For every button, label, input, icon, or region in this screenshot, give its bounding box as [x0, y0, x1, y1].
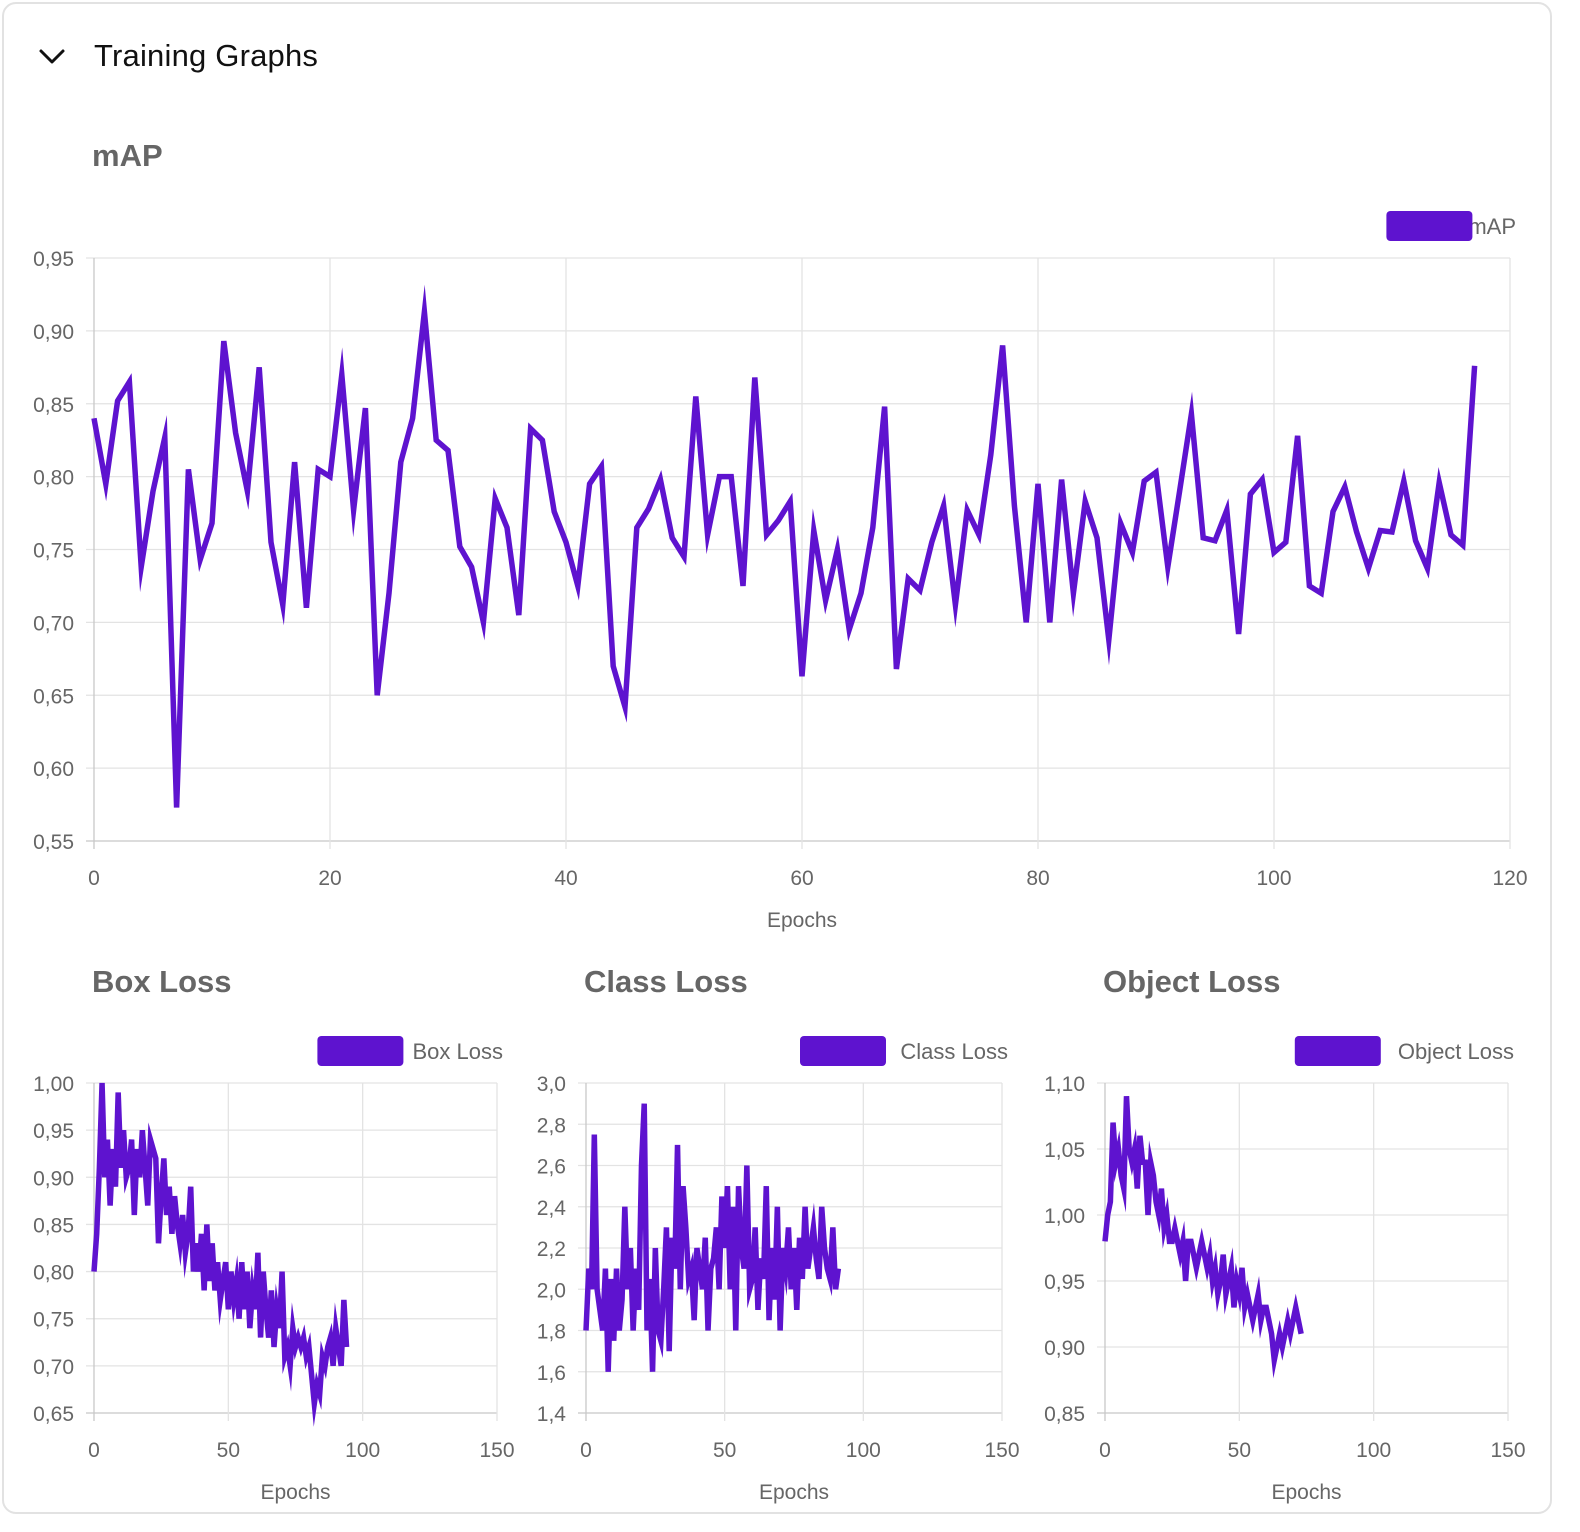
map-x-tick-label: 60: [790, 867, 813, 890]
class-loss-series-line: [583, 1103, 842, 1372]
map-y-tick-label: 0,90: [33, 321, 74, 344]
box-loss-y-tick-label: 0,95: [33, 1120, 74, 1143]
box-loss-x-tick-label: 0: [88, 1439, 100, 1462]
object-loss-chart-title: Object Loss: [1103, 964, 1281, 999]
box-loss-x-tick-label: 150: [479, 1439, 514, 1462]
object-loss-x-tick-label: 100: [1356, 1439, 1391, 1462]
class-loss-y-tick-label: 1,4: [537, 1403, 567, 1426]
map-y-tick-label: 0,75: [33, 540, 74, 563]
map-y-tick-label: 0,60: [33, 758, 74, 781]
section-title: Training Graphs: [94, 38, 319, 73]
class-loss-y-tick-label: 2,0: [537, 1279, 566, 1302]
box-loss-legend-swatch: [317, 1036, 404, 1066]
map-chart: 0,55 0,60 0,65 0,70 0,75 0,80 0,85 0,90 0,95 0 20 4…: [33, 211, 1528, 1504]
object-loss-y-tick-label: 0,85: [1044, 1403, 1085, 1426]
map-y-tick-label: 0,95: [33, 248, 74, 271]
class-loss-legend-label: Class Loss: [900, 1039, 1008, 1064]
object-loss-y-tick-label: 1,05: [1044, 1139, 1085, 1162]
object-loss-legend-label: Object Loss: [1398, 1039, 1514, 1064]
map-x-tick-label: 20: [318, 867, 341, 890]
object-loss-y-tick-label: 1,00: [1044, 1205, 1085, 1228]
map-x-tick-label: 40: [554, 867, 577, 890]
map-legend-label: mAP: [1468, 214, 1516, 239]
map-x-axis-label: Epochs: [767, 909, 837, 932]
class-loss-x-tick-label: 100: [846, 1439, 881, 1462]
object-loss-x-tick-label: 50: [1228, 1439, 1251, 1462]
class-loss-x-tick-label: 150: [984, 1439, 1019, 1462]
training-graphs-panel: Training Graphs mAP 0,55 0,60 0,65 0,70 0,75…: [2, 2, 1552, 1514]
class-loss-legend-swatch: [800, 1036, 886, 1066]
map-y-tick-label: 0,85: [33, 394, 74, 417]
box-loss-chart-title: Box Loss: [92, 964, 232, 999]
box-loss-y-tick-label: 0,80: [33, 1262, 74, 1285]
object-loss-x-axis-label: Epochs: [1271, 1481, 1341, 1504]
map-series-line: [91, 284, 1478, 808]
training-graphs-toggle[interactable]: Training Graphs: [34, 34, 318, 78]
box-loss-series-line: [91, 1082, 350, 1427]
object-loss-x-tick-label: 150: [1490, 1439, 1525, 1462]
box-loss-legend-label: Box Loss: [413, 1039, 504, 1064]
map-legend-swatch: [1386, 211, 1473, 241]
box-loss-y-tick-label: 0,65: [33, 1403, 74, 1426]
map-x-tick-label: 0: [88, 867, 100, 890]
class-loss-y-tick-label: 3,0: [537, 1073, 566, 1096]
box-loss-y-tick-label: 0,75: [33, 1309, 74, 1332]
map-y-tick-label: 0,55: [33, 831, 74, 854]
class-loss-x-axis-label: Epochs: [759, 1481, 829, 1504]
box-loss-x-tick-label: 100: [345, 1439, 380, 1462]
box-loss-y-tick-label: 0,85: [33, 1214, 74, 1237]
object-loss-legend-swatch: [1294, 1036, 1381, 1066]
map-x-tick-label: 100: [1256, 867, 1291, 890]
class-loss-chart-title: Class Loss: [584, 964, 748, 999]
map-y-tick-label: 0,65: [33, 685, 74, 708]
object-loss-y-tick-label: 0,95: [1044, 1271, 1085, 1294]
box-loss-y-tick-label: 0,70: [33, 1356, 74, 1379]
chevron-down-icon[interactable]: [34, 38, 70, 74]
box-loss-y-tick-label: 0,90: [33, 1167, 74, 1190]
object-loss-series-line: [1102, 1096, 1304, 1379]
class-loss-x-tick-label: 50: [713, 1439, 736, 1462]
box-loss-y-tick-label: 1,00: [33, 1073, 74, 1096]
object-loss-y-tick-label: 0,90: [1044, 1337, 1085, 1360]
class-loss-y-tick-label: 1,6: [537, 1362, 566, 1385]
map-y-tick-label: 0,80: [33, 467, 74, 490]
object-loss-x-tick-label: 0: [1099, 1439, 1111, 1462]
map-x-tick-label: 120: [1492, 867, 1527, 890]
class-loss-y-tick-label: 2,2: [537, 1238, 566, 1261]
class-loss-y-tick-label: 2,8: [537, 1114, 566, 1137]
box-loss-x-axis-label: Epochs: [260, 1481, 330, 1504]
box-loss-x-tick-label: 50: [217, 1439, 240, 1462]
class-loss-y-tick-label: 2,6: [537, 1156, 566, 1179]
object-loss-y-tick-label: 1,10: [1044, 1073, 1085, 1096]
map-x-tick-label: 80: [1026, 867, 1049, 890]
class-loss-x-tick-label: 0: [580, 1439, 592, 1462]
class-loss-y-tick-label: 2,4: [537, 1197, 567, 1220]
map-y-tick-label: 0,70: [33, 612, 74, 635]
map-chart-title: mAP: [92, 138, 163, 173]
class-loss-y-tick-label: 1,8: [537, 1321, 566, 1344]
